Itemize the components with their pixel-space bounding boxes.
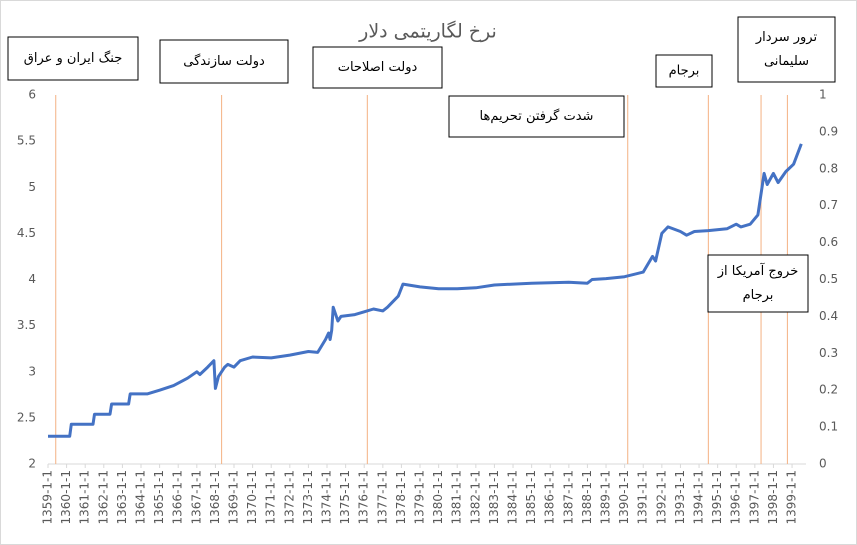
y2-tick-label: 0.1 [819,420,838,434]
x-tick-label: 1363-1-1 [115,470,129,524]
x-tick-label: 1362-1-1 [96,470,110,524]
x-tick-label: 1372-1-1 [282,470,296,524]
x-tick-label: 1392-1-1 [654,470,668,524]
y-tick-label: 3.5 [17,318,36,332]
x-tick-label: 1379-1-1 [413,470,427,524]
x-tick-label: 1381-1-1 [450,470,464,524]
x-tick-label: 1378-1-1 [394,470,408,524]
annotation-text: برجام [743,288,774,303]
y-tick-label: 5 [28,180,36,194]
x-tick-label: 1394-1-1 [692,470,706,524]
annotation-box [448,95,625,138]
annotation-text: جنگ ایران و عراق [24,50,122,66]
annotation-box [707,254,809,313]
x-tick-label: 1373-1-1 [301,470,315,524]
annotation-text: خروج آمریکا از [717,262,799,279]
x-tick-label: 1367-1-1 [189,470,203,524]
y-tick-label: 2.5 [17,410,36,424]
x-tick-label: 1376-1-1 [357,470,371,524]
x-tick-label: 1377-1-1 [375,470,389,524]
x-tick-label: 1375-1-1 [338,470,352,524]
annotation-text: دولت اصلاحات [338,60,418,75]
x-tick-label: 1361-1-1 [78,470,92,524]
y2-tick-label: 1 [819,88,827,102]
x-tick-label: 1364-1-1 [134,470,148,524]
x-tick-label: 1395-1-1 [710,470,724,524]
x-tick-label: 1365-1-1 [152,470,166,524]
annotation-text: دولت سازندگی [183,53,265,69]
x-tick-label: 1393-1-1 [673,470,687,524]
x-tick-label: 1386-1-1 [543,470,557,524]
annotation-text: شدت گرفتن تحریم‌ها [480,108,594,124]
x-tick-label: 1366-1-1 [171,470,185,524]
annotation-box [312,46,443,89]
y2-tick-label: 0.7 [819,198,838,212]
x-tick-label: 1399-1-1 [785,470,799,524]
y2-tick-label: 0.4 [819,309,838,323]
y-tick-label: 4.5 [17,226,36,240]
y2-tick-label: 0.2 [819,383,838,397]
x-tick-label: 1387-1-1 [561,470,575,524]
annotation-box [655,54,713,88]
y-tick-label: 6 [28,88,36,102]
x-tick-label: 1371-1-1 [264,470,278,524]
x-tick-label: 1382-1-1 [468,470,482,524]
x-tick-label: 1383-1-1 [487,470,501,524]
y2-tick-label: 0.5 [819,272,838,286]
y-tick-label: 3 [28,364,36,378]
chart-title: نرخ لگاریتمی دلار [358,20,497,43]
annotation-box [737,16,836,83]
x-tick-label: 1384-1-1 [506,470,520,524]
x-tick-label: 1389-1-1 [599,470,613,524]
y2-tick-label: 0.9 [819,124,838,138]
x-tick-label: 1368-1-1 [208,470,222,524]
x-tick-label: 1397-1-1 [747,470,761,524]
x-tick-label: 1374-1-1 [320,470,334,524]
x-tick-label: 1360-1-1 [59,470,73,524]
annotation-text: برجام [669,64,700,79]
x-tick-label: 1398-1-1 [766,470,780,524]
x-tick-label: 1391-1-1 [636,470,650,524]
y-tick-label: 2 [28,457,36,471]
x-tick-label: 1369-1-1 [227,470,241,524]
annotation-box [159,39,289,84]
x-tick-label: 1385-1-1 [524,470,538,524]
y2-tick-label: 0 [819,457,827,471]
annotation-box [7,36,139,81]
x-tick-label: 1359-1-1 [41,470,55,524]
annotation-text: ترور سردار [755,30,818,45]
y-tick-label: 5.5 [17,134,36,148]
annotation-text: سلیمانی [764,54,809,69]
y2-tick-label: 0.6 [819,235,838,249]
y2-tick-label: 0.3 [819,346,838,360]
y-tick-label: 4 [28,272,36,286]
x-tick-label: 1370-1-1 [245,470,259,524]
x-tick-label: 1396-1-1 [729,470,743,524]
series-line [48,143,803,438]
y2-tick-label: 0.8 [819,161,838,175]
x-tick-label: 1390-1-1 [617,470,631,524]
x-tick-label: 1380-1-1 [431,470,445,524]
x-tick-label: 1388-1-1 [580,470,594,524]
